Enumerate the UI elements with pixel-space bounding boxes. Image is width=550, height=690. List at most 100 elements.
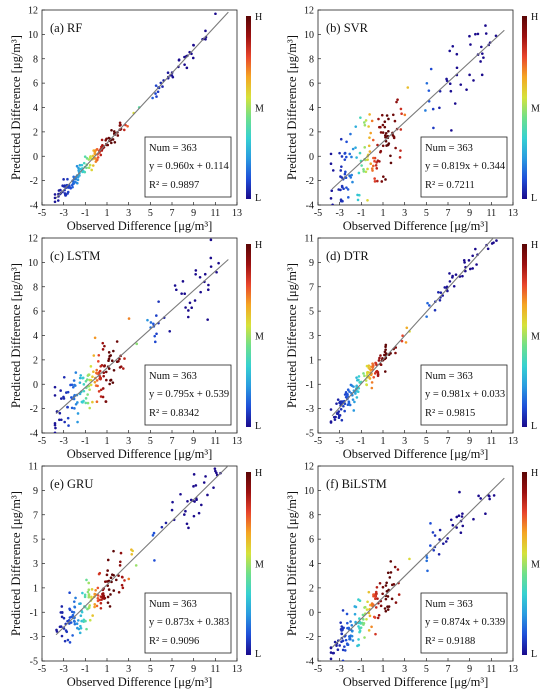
fit-line [55, 466, 229, 636]
scatter-point [177, 58, 181, 62]
y-tick-label: -5 [306, 429, 314, 440]
scatter-point [60, 397, 63, 400]
scatter-point [91, 400, 94, 404]
scatter-point [185, 522, 189, 526]
y-tick-label: 9 [33, 486, 38, 497]
colorbar-label: M [255, 332, 264, 343]
scatter-point [121, 586, 125, 590]
scatter-point [468, 267, 472, 271]
scatter-point [367, 629, 371, 632]
scatter-point [81, 591, 84, 595]
scatter-point [183, 292, 187, 295]
x-tick-label: 9 [191, 436, 196, 447]
scatter-point [340, 165, 343, 168]
scatter-point [451, 276, 454, 279]
scatter-point [192, 514, 196, 518]
scatter-point [365, 608, 369, 611]
scatter-point [461, 512, 464, 515]
scatter-point [170, 508, 174, 512]
colorbar-label: L [255, 193, 261, 204]
x-tick-label: 9 [467, 664, 472, 675]
scatter-point [105, 573, 109, 577]
scatter-point [477, 494, 480, 498]
scatter-point [388, 576, 392, 579]
scatter-point [123, 357, 126, 360]
scatter-point [369, 162, 373, 166]
scatter-point [459, 83, 463, 86]
scatter-point [77, 627, 81, 631]
scatter-point [79, 614, 83, 618]
scatter-point [368, 150, 372, 153]
stats-box [420, 592, 508, 654]
x-tick-label: -3 [59, 436, 67, 447]
scatter-point [431, 531, 435, 534]
scatter-point [183, 63, 186, 66]
scatter-point [84, 401, 88, 405]
x-tick-label: -1 [81, 208, 89, 219]
x-tick-label: 9 [191, 664, 196, 675]
scatter-point [180, 292, 183, 295]
scatter-point [371, 138, 375, 142]
scatter-point [356, 193, 359, 197]
scatter-point [115, 360, 119, 364]
scatter-point [393, 565, 397, 569]
scatter-point [355, 156, 358, 159]
scatter-point [346, 621, 349, 625]
scatter-point [72, 379, 76, 382]
scatter-point [76, 420, 79, 424]
scatter-point [446, 289, 449, 293]
scatter-point [53, 431, 57, 433]
scatter-point [60, 611, 64, 614]
colorbar [522, 244, 527, 427]
scatter-point [79, 374, 83, 377]
scatter-point [437, 552, 441, 556]
scatter-point [160, 525, 164, 529]
scatter-point [350, 173, 354, 177]
scatter-point [373, 180, 377, 183]
scatter-point [90, 588, 94, 591]
scatter-point [494, 34, 498, 38]
scatter-point [401, 334, 404, 338]
scatter-point [349, 620, 352, 623]
y-tick-label: -5 [30, 657, 38, 668]
scatter-point [369, 131, 372, 135]
x-tick-label: -1 [357, 664, 365, 675]
scatter-point [472, 79, 475, 82]
scatter-point [345, 140, 348, 144]
x-tick-label: 1 [381, 436, 386, 447]
y-tick-label: 7 [33, 510, 38, 521]
scatter-point [329, 162, 333, 166]
scatter-point [358, 151, 362, 155]
scatter-point [66, 416, 70, 420]
scatter-point [381, 585, 385, 589]
scatter-point [394, 146, 397, 150]
x-tick-label: -3 [59, 208, 67, 219]
scatter-point [95, 400, 99, 404]
y-axis-label: Predicted Difference [μg/m³] [285, 491, 299, 636]
scatter-point [351, 147, 355, 151]
scatter-point [400, 339, 404, 343]
scatter-point [121, 575, 124, 579]
stats-num: Num = 363 [425, 599, 473, 610]
scatter-point [384, 343, 388, 347]
scatter-point [194, 484, 198, 487]
scatter-point [354, 605, 358, 609]
scatter-point [345, 186, 348, 189]
scatter-point [106, 595, 110, 599]
scatter-point [103, 580, 107, 583]
scatter-point [341, 628, 344, 632]
scatter-point [371, 362, 374, 365]
scatter-point [99, 153, 103, 157]
scatter-point [151, 96, 154, 100]
scatter-point [389, 161, 393, 165]
scatter-point [68, 641, 72, 644]
scatter-point [451, 45, 455, 48]
scatter-point [354, 125, 358, 129]
scatter-point [370, 625, 373, 629]
scatter-point [101, 341, 105, 345]
scatter-point [109, 354, 113, 357]
scatter-point [96, 597, 100, 600]
scatter-point [463, 261, 466, 264]
x-tick-label: -1 [357, 208, 365, 219]
